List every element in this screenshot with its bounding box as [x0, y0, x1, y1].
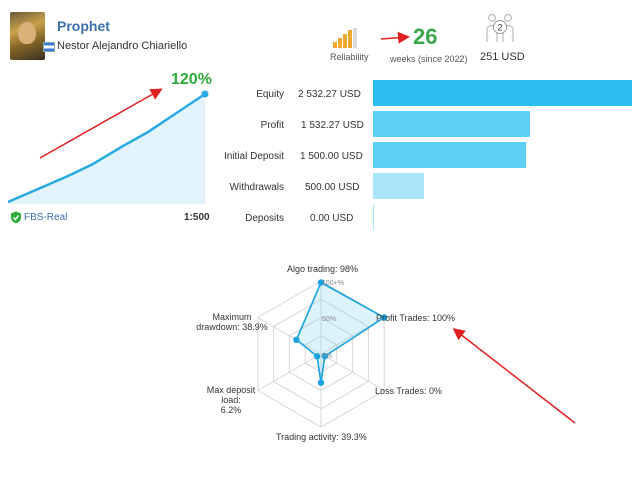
deposits-label: Deposits	[245, 213, 284, 224]
loss-trades-label: Loss Trades: 0%	[375, 386, 443, 396]
radar-point-0	[317, 279, 325, 286]
radar-axis-5	[257, 317, 322, 355]
growth-percent: 120%	[171, 71, 212, 88]
subscribers-icon: 2	[486, 13, 514, 42]
shield-check-icon	[11, 211, 21, 224]
algo-trading-label: Algo trading: 98%	[287, 264, 359, 274]
growth-endpoint	[201, 90, 209, 98]
equity-bar	[373, 80, 632, 106]
radar-grid	[257, 280, 385, 428]
weeks-label: weeks (since 2022)	[390, 54, 468, 64]
account-type[interactable]: FBS-Real	[24, 212, 68, 223]
profit-bar	[373, 111, 530, 137]
radar-point-4	[313, 353, 321, 360]
profit-trades-label: Profit Trades: 100%	[376, 313, 456, 323]
radar-point-1	[381, 314, 388, 321]
max-deposit-load-line2: 6.2%	[220, 405, 242, 415]
equity-label: Equity	[256, 89, 284, 100]
max-drawdown-label: Maximum drawdown: 38.9%	[196, 312, 268, 332]
subscribers-count: 2	[497, 23, 502, 33]
radar-point-3	[317, 379, 325, 386]
signal-title[interactable]: Prophet	[57, 18, 110, 34]
ring-label-100: 100+%	[322, 280, 344, 287]
weeks-count: 26	[413, 24, 438, 49]
ring-label-50: 50%	[322, 316, 336, 323]
radar-point-2	[321, 353, 328, 360]
radar-axis-4	[257, 353, 322, 391]
initial-deposit-label: Initial Deposit	[223, 151, 284, 162]
reliability-label: Reliability	[330, 52, 369, 62]
max-drawdown-line1: Maximum	[212, 312, 252, 322]
author-name[interactable]: Nestor Alejandro Chiariello	[57, 40, 188, 52]
max-deposit-load-line1: Max deposit load:	[206, 385, 256, 405]
max-deposit-load-label: Max deposit load: 6.2%	[196, 385, 266, 415]
radar-area	[295, 281, 386, 383]
initial-deposit-value: 1 500.00 USD	[300, 151, 363, 162]
profit-value: 1 532.27 USD	[301, 120, 364, 131]
growth-area	[8, 94, 205, 204]
max-drawdown-line2: drawdown: 38.9%	[196, 322, 268, 332]
reliability-bars-icon	[333, 28, 359, 48]
initial-deposit-bar	[373, 142, 526, 168]
author-avatar[interactable]	[10, 12, 45, 60]
subscription-price: 251 USD	[480, 51, 525, 63]
trading-activity-label: Trading activity: 39.3%	[276, 432, 367, 442]
country-flag-icon	[43, 42, 55, 52]
equity-value: 2 532.27 USD	[298, 89, 361, 100]
radar-points	[293, 279, 388, 386]
withdrawals-bar	[373, 173, 424, 199]
withdrawals-value: 500.00 USD	[305, 182, 360, 193]
radar-axis-2	[320, 353, 385, 391]
deposits-value: 0.00 USD	[310, 213, 354, 224]
radar-point-5	[293, 336, 300, 343]
withdrawals-label: Withdrawals	[229, 182, 284, 193]
deposits-bar	[373, 204, 374, 230]
profit-label: Profit	[260, 120, 284, 131]
ring-label-0: 0%	[322, 353, 332, 360]
leverage: 1:500	[184, 212, 210, 223]
